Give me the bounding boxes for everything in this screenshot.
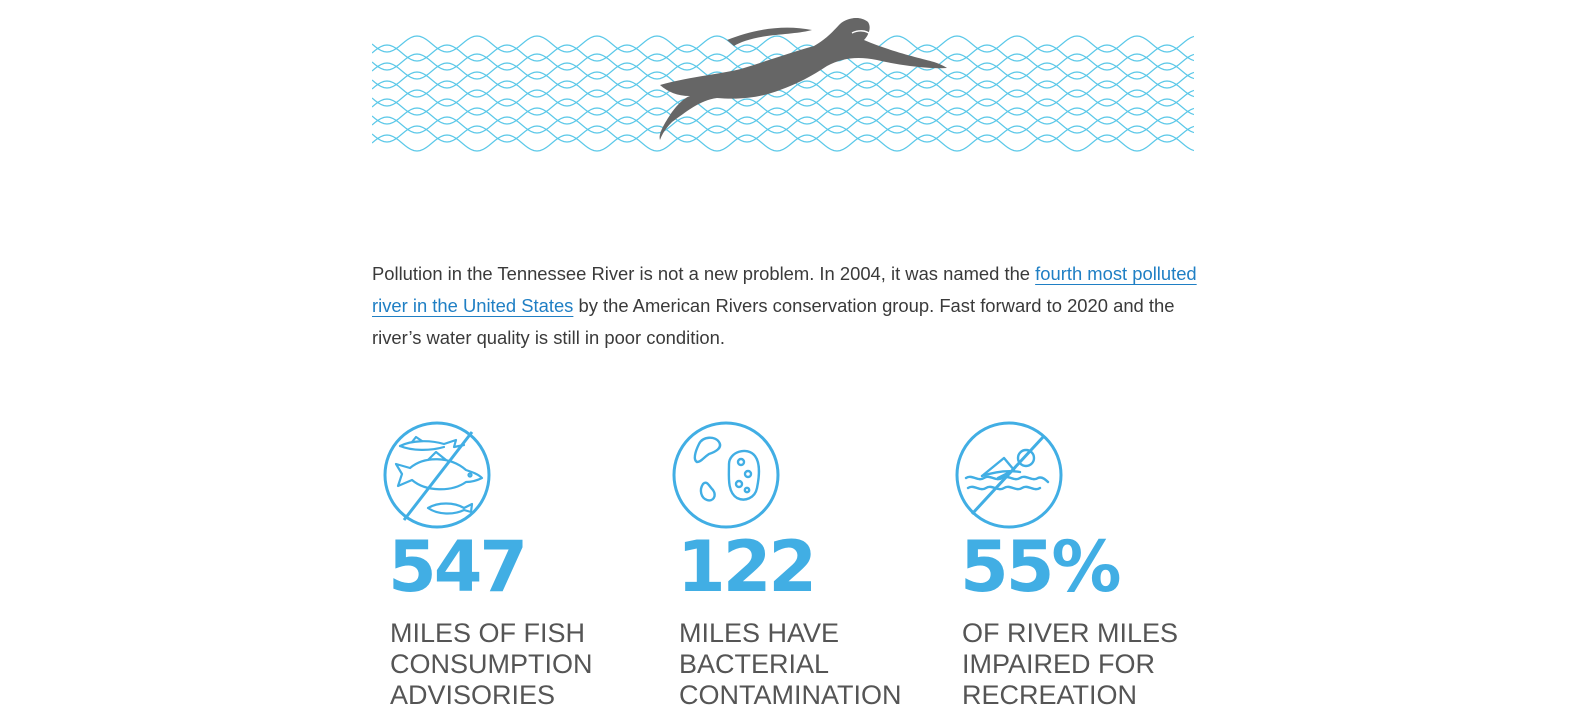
wave-line bbox=[372, 35, 1194, 53]
stat-number: 122 bbox=[677, 526, 817, 608]
wave-line bbox=[372, 116, 1194, 134]
stat-description-line: ADVISORIES bbox=[390, 680, 556, 710]
stat-description: MILES HAVE BACTERIAL CONTAMINATION bbox=[679, 618, 939, 711]
wave-line bbox=[372, 98, 1194, 116]
intro-paragraph: Pollution in the Tennessee River is not … bbox=[372, 258, 1202, 354]
wave-line bbox=[372, 89, 1194, 107]
waves-graphic bbox=[372, 35, 1194, 152]
polluted-river-link[interactable]: fourth most polluted river in the United… bbox=[372, 263, 1197, 316]
stat-description-line: OF RIVER MILES bbox=[962, 618, 1179, 648]
stat-description-line: CONTAMINATION bbox=[679, 680, 902, 710]
stat-description-line: CONSUMPTION bbox=[390, 649, 593, 679]
bacteria-icon bbox=[672, 421, 780, 529]
stat-description-line: MILES HAVE bbox=[679, 618, 840, 648]
stat-bacterial-contamination: 122 MILES HAVE BACTERIAL CONTAMINATION bbox=[671, 420, 902, 710]
stat-description: OF RIVER MILES IMPAIRED FOR RECREATION bbox=[962, 618, 1222, 711]
stat-description-line: MILES OF FISH bbox=[390, 618, 586, 648]
stat-description-line: BACTERIAL bbox=[679, 649, 830, 679]
no-fish-icon bbox=[383, 421, 491, 529]
stat-description: MILES OF FISH CONSUMPTION ADVISORIES bbox=[390, 618, 650, 711]
stat-fish-advisories: 547 MILES OF FISH CONSUMPTION ADVISORIES bbox=[382, 420, 593, 710]
stat-number: 55% bbox=[960, 526, 1122, 608]
wave-line bbox=[372, 134, 1194, 152]
no-swimming-icon bbox=[955, 421, 1063, 529]
stat-description-line: RECREATION bbox=[962, 680, 1138, 710]
wave-line bbox=[372, 80, 1194, 98]
stat-number: 547 bbox=[388, 526, 528, 608]
intro-text-before: Pollution in the Tennessee River is not … bbox=[372, 263, 1036, 284]
stat-recreation-impaired: 55% OF RIVER MILES IMPAIRED FOR RECREATI… bbox=[954, 420, 1178, 710]
stat-description-line: IMPAIRED FOR bbox=[962, 649, 1156, 679]
swimmer-figure bbox=[659, 17, 947, 140]
intro-text-after: by the American Rivers conservation grou… bbox=[372, 295, 1175, 348]
wave-line bbox=[372, 107, 1194, 125]
wave-line bbox=[372, 125, 1194, 143]
swimmer-waves-illustration bbox=[372, 0, 1194, 175]
